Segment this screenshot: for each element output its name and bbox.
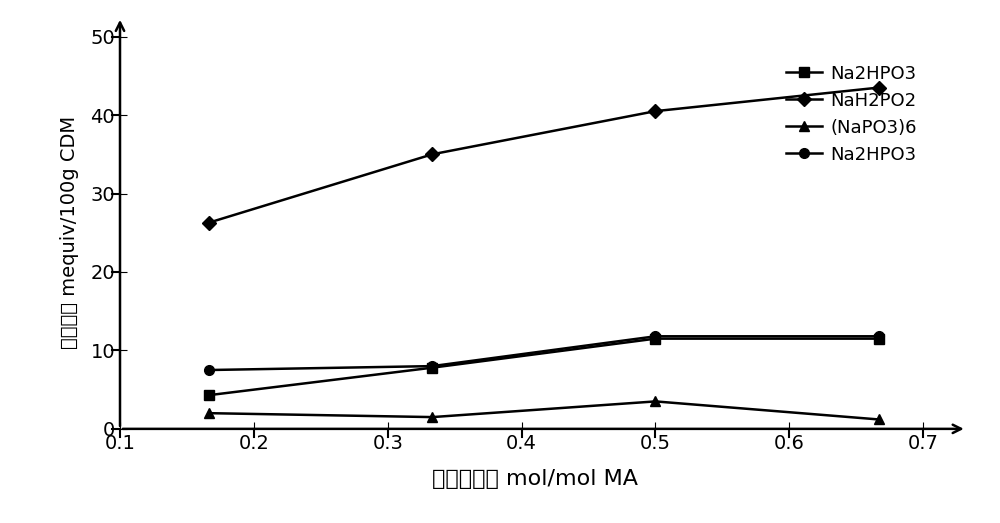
Line: Na2HPO3: Na2HPO3 <box>204 332 884 375</box>
(NaPO3)6 <box>873 416 885 423</box>
NaH2PO2 <box>649 108 661 115</box>
(NaPO3)6 <box>426 414 438 420</box>
Na2HPO3 <box>426 363 438 369</box>
NaH2PO2 <box>426 151 438 157</box>
(NaPO3)6 <box>649 399 661 405</box>
Legend: Na2HPO3, NaH2PO2, (NaPO3)6, Na2HPO3: Na2HPO3, NaH2PO2, (NaPO3)6, Na2HPO3 <box>778 58 924 171</box>
Line: Na2HPO3: Na2HPO3 <box>204 334 884 400</box>
Line: (NaPO3)6: (NaPO3)6 <box>204 396 884 424</box>
Na2HPO3 <box>649 336 661 342</box>
Na2HPO3 <box>873 336 885 342</box>
X-axis label: 呲化剂用量 mol/mol MA: 呲化剂用量 mol/mol MA <box>432 469 638 490</box>
Na2HPO3 <box>203 392 215 399</box>
Y-axis label: 双键含量 mequiv/100g CDM: 双键含量 mequiv/100g CDM <box>60 116 79 349</box>
Line: NaH2PO2: NaH2PO2 <box>204 83 884 228</box>
Na2HPO3 <box>426 365 438 371</box>
Na2HPO3 <box>649 333 661 339</box>
(NaPO3)6 <box>203 410 215 416</box>
NaH2PO2 <box>873 84 885 91</box>
Na2HPO3 <box>873 333 885 339</box>
NaH2PO2 <box>203 220 215 226</box>
Na2HPO3 <box>203 367 215 373</box>
